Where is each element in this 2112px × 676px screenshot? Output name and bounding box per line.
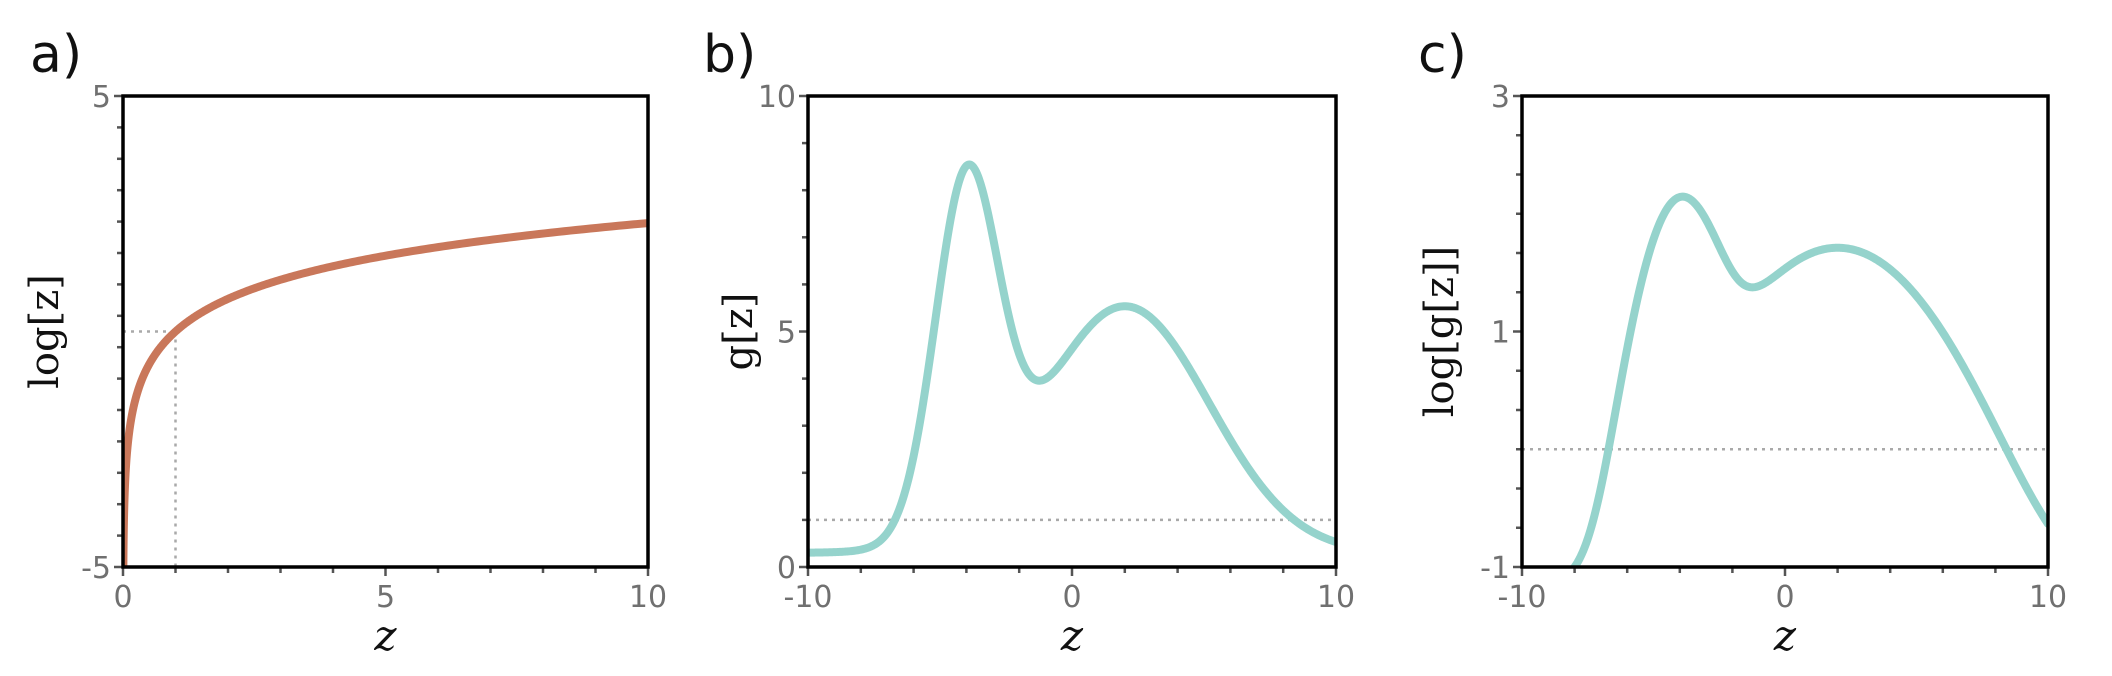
- series-line: [808, 160, 1336, 557]
- panel-label: c): [1418, 25, 1467, 85]
- x-tick-label: 10: [1317, 580, 1355, 615]
- y-tick-label: 1: [1491, 316, 1510, 351]
- y-axis-label: g[z]: [716, 293, 762, 371]
- chart-panel-c: c) -10 0 10 -1 1 3 z log[g[z]]: [1417, 25, 2067, 660]
- x-tick-label: 0: [1062, 580, 1081, 615]
- y-tick-label: 10: [758, 80, 796, 115]
- panel-label: a): [30, 25, 82, 85]
- y-tick-label: -5: [81, 551, 111, 586]
- x-tick-label: 0: [113, 580, 132, 615]
- y-axis-label: log[g[z]]: [1417, 246, 1463, 418]
- x-axis-label: z: [1773, 611, 1797, 660]
- series-line: [123, 219, 648, 567]
- plot-frame: [1520, 94, 2050, 569]
- plot-frame: [806, 94, 1338, 569]
- x-tick-label: 5: [376, 580, 395, 615]
- x-tick-label: 10: [629, 580, 667, 615]
- y-tick-label: 5: [777, 316, 796, 351]
- x-tick-label: -10: [1498, 580, 1547, 615]
- x-axis-label: z: [373, 611, 397, 660]
- panel-label: b): [703, 25, 756, 85]
- x-tick-label: 10: [2029, 580, 2067, 615]
- x-tick-label: 0: [1775, 580, 1794, 615]
- y-tick-label: 3: [1491, 80, 1510, 115]
- x-tick-label: -10: [784, 580, 833, 615]
- y-axis-label: log[z]: [22, 274, 68, 389]
- y-tick-label: 5: [92, 80, 111, 115]
- y-tick-label: -1: [1480, 551, 1510, 586]
- x-axis-label: z: [1060, 611, 1084, 660]
- series-line: [1569, 192, 2048, 567]
- y-tick-label: 0: [777, 551, 796, 586]
- plot-frame: [121, 94, 650, 569]
